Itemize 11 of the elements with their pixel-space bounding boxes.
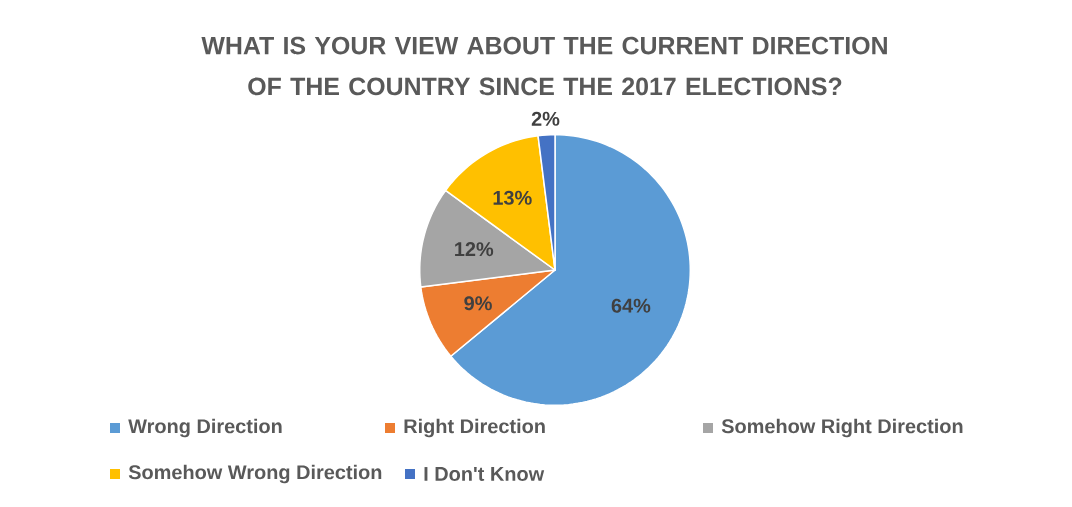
data-label: 64%	[611, 298, 651, 313]
legend-label: Somehow Wrong Direction	[128, 464, 382, 484]
legend-label: I Don't Know	[424, 467, 545, 481]
data-label: 9%	[464, 296, 492, 311]
data-label: 2%	[531, 111, 560, 126]
legend-label: Right Direction	[404, 418, 545, 438]
chart-title: WHAT IS YOUR VIEW ABOUT THE CURRENT DIRECTION OF THE COUNTRY SINCE THE 2017 ELECTIONS?	[201, 36, 887, 96]
data-label: 13%	[493, 190, 532, 205]
legend-label: Somehow Right Direction	[721, 418, 963, 438]
legend-label: Wrong Direction	[128, 418, 282, 438]
data-label: 12%	[455, 242, 494, 257]
